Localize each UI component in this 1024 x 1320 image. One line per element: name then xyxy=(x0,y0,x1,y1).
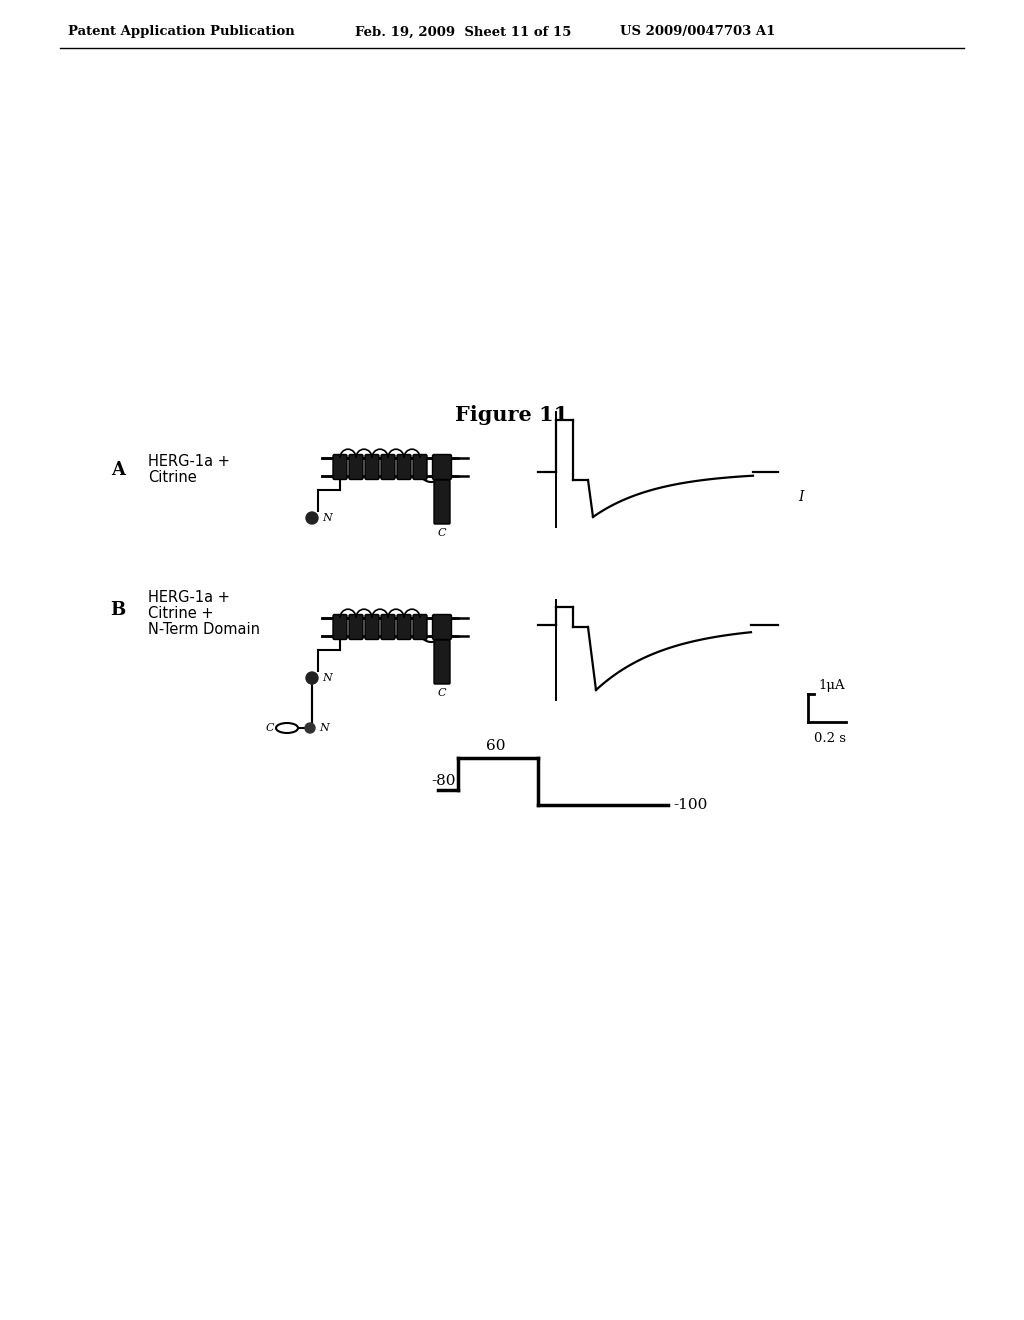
FancyBboxPatch shape xyxy=(397,615,411,639)
FancyBboxPatch shape xyxy=(349,615,362,639)
FancyBboxPatch shape xyxy=(432,454,452,479)
Text: Citrine: Citrine xyxy=(148,470,197,486)
Circle shape xyxy=(305,723,315,733)
Text: C: C xyxy=(437,528,446,539)
Text: Citrine +: Citrine + xyxy=(148,606,213,622)
FancyBboxPatch shape xyxy=(434,640,450,684)
Text: HERG-1a +: HERG-1a + xyxy=(148,454,229,470)
Text: I: I xyxy=(798,490,804,504)
FancyBboxPatch shape xyxy=(434,480,450,524)
Text: -80: -80 xyxy=(431,774,456,788)
Text: A: A xyxy=(111,461,125,479)
Ellipse shape xyxy=(276,723,298,733)
FancyBboxPatch shape xyxy=(397,454,411,479)
FancyBboxPatch shape xyxy=(365,615,379,639)
Text: -100: -100 xyxy=(673,799,708,812)
Text: 0.2 s: 0.2 s xyxy=(814,733,846,744)
Text: Figure 11: Figure 11 xyxy=(456,405,568,425)
Text: US 2009/0047703 A1: US 2009/0047703 A1 xyxy=(620,25,775,38)
FancyBboxPatch shape xyxy=(349,454,362,479)
FancyBboxPatch shape xyxy=(365,454,379,479)
Text: 60: 60 xyxy=(486,739,506,752)
Text: Feb. 19, 2009  Sheet 11 of 15: Feb. 19, 2009 Sheet 11 of 15 xyxy=(355,25,571,38)
Text: Patent Application Publication: Patent Application Publication xyxy=(68,25,295,38)
Text: N: N xyxy=(322,513,332,523)
Text: N: N xyxy=(319,723,329,733)
Text: 1μA: 1μA xyxy=(818,678,845,692)
FancyBboxPatch shape xyxy=(333,615,347,639)
Text: B: B xyxy=(111,601,126,619)
FancyBboxPatch shape xyxy=(413,454,427,479)
Circle shape xyxy=(306,512,318,524)
Text: N: N xyxy=(322,673,332,682)
FancyBboxPatch shape xyxy=(381,615,395,639)
Circle shape xyxy=(306,672,318,684)
Text: N-Term Domain: N-Term Domain xyxy=(148,623,260,638)
FancyBboxPatch shape xyxy=(432,615,452,639)
Text: C: C xyxy=(265,723,274,733)
FancyBboxPatch shape xyxy=(413,615,427,639)
FancyBboxPatch shape xyxy=(381,454,395,479)
FancyBboxPatch shape xyxy=(333,454,347,479)
Text: HERG-1a +: HERG-1a + xyxy=(148,590,229,606)
Text: C: C xyxy=(437,688,446,698)
